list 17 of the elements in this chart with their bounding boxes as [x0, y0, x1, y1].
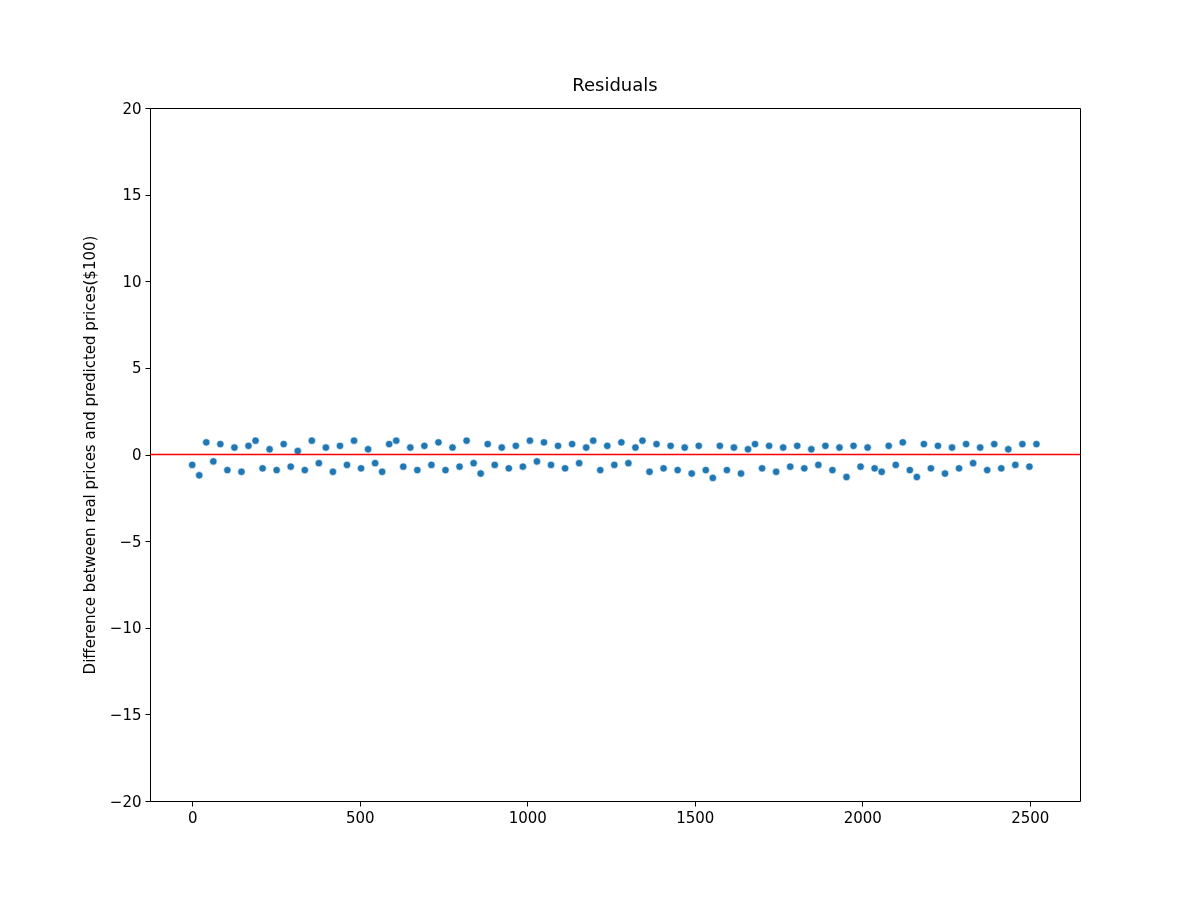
y-tick-label: −15 — [109, 705, 142, 724]
x-tick-label: 500 — [345, 808, 375, 827]
x-tick-label: 2500 — [1011, 808, 1050, 827]
y-tick-label: −20 — [109, 792, 142, 811]
y-tick-label: 10 — [122, 272, 142, 291]
y-tick-label: 15 — [122, 186, 142, 205]
y-axis-title: Difference between real prices and predicted prices($100) — [80, 235, 99, 675]
y-tick-label: −5 — [119, 532, 142, 551]
x-tick-label: 0 — [187, 808, 198, 827]
y-tick-label: −10 — [109, 619, 142, 638]
x-tick-label: 2000 — [843, 808, 882, 827]
y-tick-label: 20 — [122, 99, 142, 118]
x-tick-label: 1000 — [508, 808, 547, 827]
y-tick-label: 5 — [131, 359, 142, 378]
chart-title: Residuals — [572, 74, 658, 95]
y-tick-label: 0 — [131, 446, 142, 464]
x-tick-label: 1500 — [676, 808, 715, 827]
